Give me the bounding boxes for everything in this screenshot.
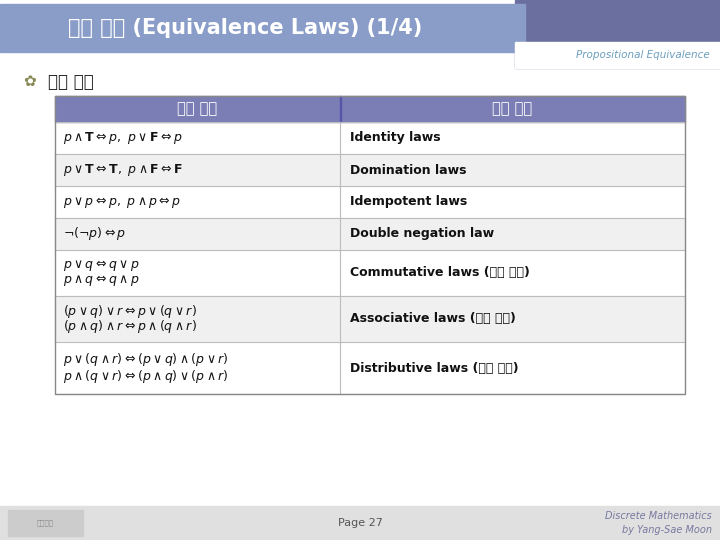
Text: Double negation law: Double negation law: [350, 227, 494, 240]
Text: Commutative laws (교환 법칙): Commutative laws (교환 법칙): [350, 267, 530, 280]
Bar: [515, 0, 720, 68]
Text: $\neg(\neg p) \Leftrightarrow p$: $\neg(\neg p) \Leftrightarrow p$: [63, 226, 126, 242]
Text: $p \vee p \Leftrightarrow p,\ p \wedge p \Leftrightarrow p$: $p \vee p \Leftrightarrow p,\ p \wedge p…: [63, 194, 181, 210]
Bar: [55, 218, 685, 250]
Text: 법칙 이름: 법칙 이름: [492, 102, 533, 117]
Bar: [55, 122, 685, 154]
Text: 기본 법칙: 기본 법칙: [48, 73, 94, 91]
Text: Associative laws (결합 법칙): Associative laws (결합 법칙): [350, 313, 516, 326]
Text: $(p \wedge q) \wedge r \Leftrightarrow p \wedge (q \wedge r)$: $(p \wedge q) \wedge r \Leftrightarrow p…: [63, 318, 197, 335]
Text: $p \wedge \mathbf{T} \Leftrightarrow p,\ p \vee \mathbf{F} \Leftrightarrow p$: $p \wedge \mathbf{T} \Leftrightarrow p,\…: [63, 130, 182, 146]
Text: 동치 법칙 (Equivalence Laws) (1/4): 동치 법칙 (Equivalence Laws) (1/4): [68, 18, 422, 38]
Bar: [55, 250, 685, 296]
Text: 동치 종류: 동치 종류: [177, 102, 217, 117]
Text: $p \vee \mathbf{T} \Leftrightarrow \mathbf{T},\ p \wedge \mathbf{F} \Leftrightar: $p \vee \mathbf{T} \Leftrightarrow \math…: [63, 162, 183, 178]
Text: Idempotent laws: Idempotent laws: [350, 195, 467, 208]
Text: $(p \vee q) \vee r \Leftrightarrow p \vee (q \vee r)$: $(p \vee q) \vee r \Leftrightarrow p \ve…: [63, 303, 197, 320]
Bar: [55, 186, 685, 218]
Bar: [55, 342, 685, 394]
Text: ✿: ✿: [24, 75, 37, 90]
Text: $p \vee q \Leftrightarrow q \vee p$: $p \vee q \Leftrightarrow q \vee p$: [63, 258, 140, 273]
Bar: [55, 96, 685, 122]
Bar: [340, 96, 341, 122]
Text: $p \wedge (q \vee r) \Leftrightarrow (p \wedge q) \vee (p \wedge r)$: $p \wedge (q \vee r) \Leftrightarrow (p …: [63, 368, 229, 385]
Text: $p \vee (q \wedge r) \Leftrightarrow (p \vee q) \wedge (p \vee r)$: $p \vee (q \wedge r) \Leftrightarrow (p …: [63, 351, 229, 368]
Bar: [0, 506, 720, 540]
Bar: [0, 4, 525, 52]
Text: Domination laws: Domination laws: [350, 164, 467, 177]
Bar: [8, 510, 83, 536]
Text: Page 27: Page 27: [338, 518, 382, 528]
Text: Identity laws: Identity laws: [350, 132, 441, 145]
Text: 대학로고: 대학로고: [37, 519, 53, 526]
Bar: [515, 42, 720, 68]
Bar: [55, 154, 685, 186]
Bar: [55, 96, 685, 394]
Text: by Yang-Sae Moon: by Yang-Sae Moon: [622, 525, 712, 535]
Bar: [55, 296, 685, 342]
Text: Discrete Mathematics: Discrete Mathematics: [606, 511, 712, 521]
Text: Distributive laws (분배 법칙): Distributive laws (분배 법칙): [350, 361, 518, 375]
Text: $p \wedge q \Leftrightarrow q \wedge p$: $p \wedge q \Leftrightarrow q \wedge p$: [63, 273, 140, 288]
Text: Propositional Equivalence: Propositional Equivalence: [576, 50, 710, 60]
